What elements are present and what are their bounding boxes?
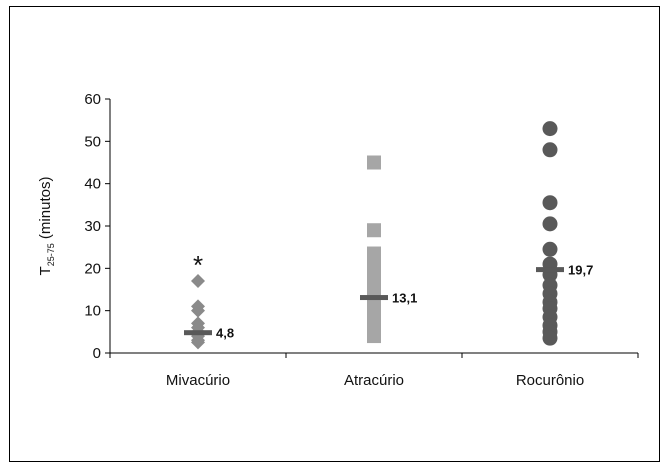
y-axis-label-suffix: (minutos) — [37, 177, 54, 244]
x-ticks — [109, 353, 639, 358]
circle-point — [542, 216, 558, 232]
median-label: 13,1 — [392, 291, 417, 306]
category-label: Mivacúrio — [166, 372, 230, 389]
circle-point — [542, 195, 558, 211]
data-points — [191, 121, 558, 350]
diamond-point — [191, 274, 205, 289]
diamond-point — [191, 335, 205, 350]
y-tick-label: 0 — [93, 345, 101, 362]
y-axis-label-subscript: 25-75 — [46, 243, 56, 266]
category-labels: Mivacúrio Atracúrio Rocurônio — [166, 372, 584, 389]
median-label: 4,8 — [216, 326, 234, 341]
circle-point — [542, 241, 558, 257]
square-point — [367, 223, 381, 238]
y-axis-label-main: T — [37, 266, 54, 275]
square-point — [367, 155, 381, 170]
y-tick-label: 10 — [84, 303, 101, 320]
circle-point — [542, 121, 558, 137]
category-label: Rocurônio — [516, 372, 584, 389]
square-point — [367, 263, 381, 278]
y-axis-label: T25-75 (minutos) — [37, 177, 56, 276]
y-tick-label: 20 — [84, 260, 101, 277]
diamond-point — [191, 303, 205, 318]
median-bar — [536, 267, 564, 273]
y-tick-label: 50 — [84, 133, 101, 150]
y-ticks: 0 10 20 30 40 50 60 — [84, 91, 110, 362]
category-label: Atracúrio — [344, 372, 404, 389]
circle-point — [542, 330, 558, 346]
median-bar — [360, 295, 388, 301]
y-tick-label: 60 — [84, 91, 101, 108]
median-label: 19,7 — [568, 263, 593, 278]
y-tick-label: 40 — [84, 176, 101, 193]
y-tick-label: 30 — [84, 218, 101, 235]
median-bar — [184, 330, 212, 336]
significance-asterisk: * — [193, 250, 203, 280]
circle-point — [542, 142, 558, 158]
square-point — [367, 329, 381, 344]
median-markers: 4,8 * 13,1 19,7 — [184, 250, 593, 341]
chart-frame — [9, 6, 660, 462]
